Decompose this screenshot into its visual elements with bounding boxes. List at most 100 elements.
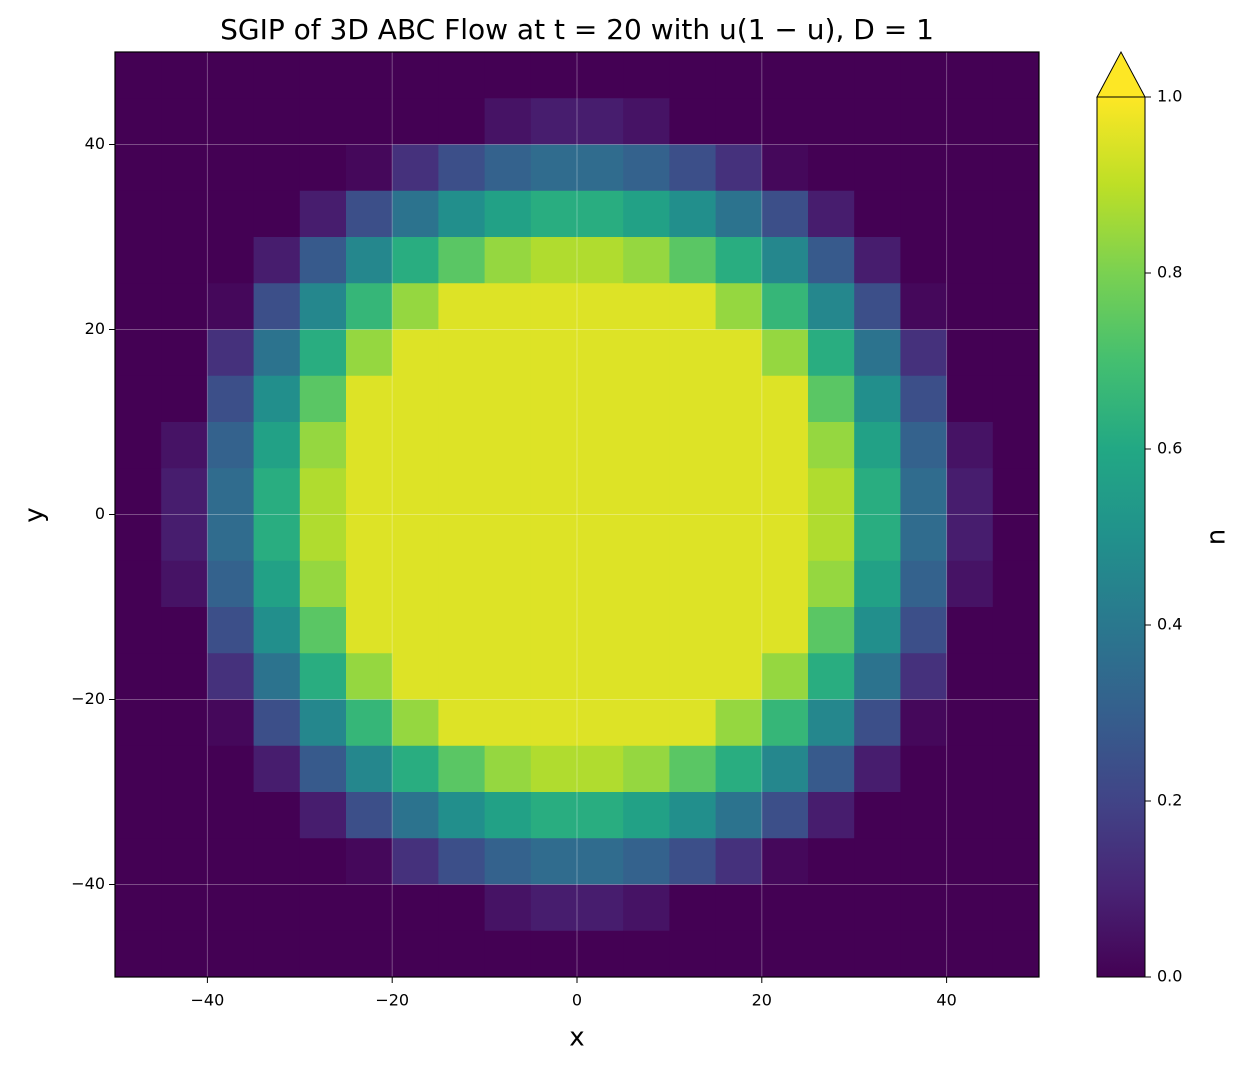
heatmap-cell <box>623 792 670 839</box>
heatmap-cell <box>900 838 948 885</box>
heatmap-cell <box>346 838 393 885</box>
heatmap-cell <box>761 237 809 284</box>
heatmap-cell <box>253 329 301 377</box>
heatmap-cell <box>669 607 717 654</box>
heatmap-cell <box>808 699 855 747</box>
heatmap-cell <box>808 144 855 192</box>
heatmap-cell <box>669 653 717 700</box>
heatmap-cell <box>761 560 809 608</box>
heatmap-cell <box>669 838 717 885</box>
x-tick-label: −40 <box>191 991 225 1010</box>
heatmap-cell <box>484 653 532 700</box>
heatmap-cell <box>808 468 855 515</box>
heatmap-cell <box>808 884 855 932</box>
colorbar-tick-label: 1.0 <box>1157 87 1182 106</box>
heatmap-cell <box>761 375 809 423</box>
heatmap-cell <box>715 329 763 377</box>
heatmap-cell <box>900 607 948 654</box>
heatmap-cell <box>299 930 347 977</box>
heatmap-cell <box>900 283 948 330</box>
x-tick-label: 20 <box>752 991 772 1010</box>
heatmap-cell <box>392 560 439 608</box>
heatmap-cell <box>115 930 162 977</box>
heatmap-cell <box>392 792 439 839</box>
heatmap-cell <box>808 745 855 793</box>
x-axis-label: x <box>569 1023 584 1053</box>
heatmap-cell <box>623 607 670 654</box>
heatmap-cell <box>808 375 855 423</box>
heatmap-cell <box>392 745 439 793</box>
heatmap-cell <box>346 329 393 377</box>
heatmap-cell <box>854 52 901 99</box>
heatmap-cell <box>115 607 162 654</box>
heatmap-cell <box>207 514 255 562</box>
colorbar <box>1097 97 1145 977</box>
heatmap-cell <box>253 468 301 515</box>
heatmap-cell <box>299 838 347 885</box>
heatmap-cell <box>484 375 532 423</box>
heatmap-cell <box>484 52 532 99</box>
heatmap-cell <box>484 745 532 793</box>
heatmap-cell <box>207 745 255 793</box>
heatmap-cell <box>669 930 717 977</box>
heatmap-cell <box>808 422 855 469</box>
heatmap-cell <box>161 98 208 145</box>
heatmap-cell <box>253 607 301 654</box>
heatmap-cell <box>161 607 208 654</box>
heatmap-cell <box>115 560 162 608</box>
chart-title: SGIP of 3D ABC Flow at t = 20 with u(1 −… <box>220 13 934 46</box>
heatmap-cell <box>392 930 439 977</box>
heatmap-cell <box>299 237 347 284</box>
heatmap-cell <box>761 422 809 469</box>
colorbar-tick-label: 0.0 <box>1157 967 1182 986</box>
y-tick-label: 20 <box>85 319 105 338</box>
heatmap-cell <box>392 838 439 885</box>
heatmap-cell <box>900 98 948 145</box>
heatmap-cell <box>669 422 717 469</box>
heatmap-cell <box>808 930 855 977</box>
heatmap-cell <box>438 884 486 932</box>
heatmap-cell <box>577 98 624 145</box>
heatmap-cell <box>715 283 763 330</box>
heatmap-cell <box>715 52 763 99</box>
heatmap-cell <box>715 237 763 284</box>
heatmap-cell <box>854 190 901 238</box>
heatmap-cell <box>115 792 162 839</box>
heatmap-cell <box>946 560 994 608</box>
heatmap-cell <box>438 468 486 515</box>
heatmap-cell <box>669 699 717 747</box>
heatmap-cell <box>623 144 670 192</box>
heatmap-cell <box>669 190 717 238</box>
heatmap-cell <box>854 653 901 700</box>
heatmap-cell <box>854 560 901 608</box>
heatmap-cell <box>577 514 624 562</box>
heatmap-cell <box>484 930 532 977</box>
heatmap-cell <box>484 514 532 562</box>
heatmap-cell <box>346 792 393 839</box>
heatmap-cell <box>577 375 624 423</box>
heatmap-cell <box>484 98 532 145</box>
heatmap-cell <box>161 930 208 977</box>
heatmap-cell <box>161 884 208 932</box>
heatmap-cell <box>623 930 670 977</box>
heatmap-cell <box>207 607 255 654</box>
y-tick-label: −20 <box>71 689 105 708</box>
heatmap-cell <box>530 375 578 423</box>
heatmap-cell <box>207 422 255 469</box>
heatmap-cell <box>761 884 809 932</box>
heatmap-cell <box>900 930 948 977</box>
heatmap-cell <box>299 607 347 654</box>
heatmap-cell <box>115 745 162 793</box>
heatmap-cell <box>854 699 901 747</box>
heatmap-cell <box>715 884 763 932</box>
heatmap-cell <box>438 283 486 330</box>
heatmap-cell <box>115 237 162 284</box>
heatmap-cell <box>808 190 855 238</box>
heatmap-cell <box>992 607 1039 654</box>
heatmap-cell <box>346 699 393 747</box>
heatmap-cell <box>161 283 208 330</box>
heatmap-cell <box>484 329 532 377</box>
heatmap-cell <box>992 838 1039 885</box>
heatmap-cell <box>669 98 717 145</box>
heatmap-cell <box>715 144 763 192</box>
